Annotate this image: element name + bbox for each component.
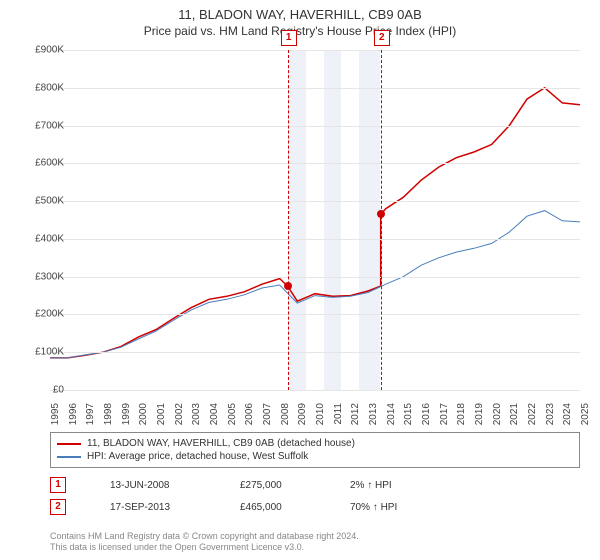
x-axis-label: 2024 <box>562 403 573 443</box>
x-axis-label: 2005 <box>227 403 238 443</box>
txn-date: 17-SEP-2013 <box>110 502 200 513</box>
txn-delta: 2% ↑ HPI <box>350 480 430 491</box>
chart-lines <box>50 50 580 390</box>
x-axis-label: 2011 <box>333 403 344 443</box>
y-axis-label: £200K <box>20 309 64 320</box>
x-axis-label: 2003 <box>191 403 202 443</box>
y-axis-label: £400K <box>20 233 64 244</box>
x-axis-label: 1998 <box>103 403 114 443</box>
txn-price: £275,000 <box>240 480 310 491</box>
chart-marker-badge: 2 <box>374 30 390 46</box>
x-axis-label: 2001 <box>156 403 167 443</box>
y-axis-label: £700K <box>20 120 64 131</box>
legend-label: HPI: Average price, detached house, West… <box>87 451 308 462</box>
x-axis-label: 2008 <box>280 403 291 443</box>
x-axis-label: 1995 <box>50 403 61 443</box>
y-axis-label: £100K <box>20 347 64 358</box>
x-axis-label: 2020 <box>492 403 503 443</box>
page-title: 11, BLADON WAY, HAVERHILL, CB9 0AB <box>0 0 600 24</box>
x-axis-label: 2016 <box>421 403 432 443</box>
marker-badge: 2 <box>50 499 66 515</box>
x-axis-label: 2025 <box>580 403 591 443</box>
table-row: 1 13-JUN-2008 £275,000 2% ↑ HPI <box>50 474 580 496</box>
x-axis-label: 2000 <box>138 403 149 443</box>
x-axis-label: 2004 <box>209 403 220 443</box>
txn-price: £465,000 <box>240 502 310 513</box>
txn-delta: 70% ↑ HPI <box>350 502 430 513</box>
x-axis-label: 2019 <box>474 403 485 443</box>
footer-attribution: Contains HM Land Registry data © Crown c… <box>50 531 580 554</box>
table-row: 2 17-SEP-2013 £465,000 70% ↑ HPI <box>50 496 580 518</box>
page-subtitle: Price paid vs. HM Land Registry's House … <box>0 24 600 42</box>
txn-date: 13-JUN-2008 <box>110 480 200 491</box>
y-axis-label: £800K <box>20 82 64 93</box>
x-axis-label: 1999 <box>121 403 132 443</box>
x-axis-label: 2007 <box>262 403 273 443</box>
x-axis-label: 1996 <box>68 403 79 443</box>
chart-marker-badge: 1 <box>281 30 297 46</box>
y-axis-label: £0 <box>20 385 64 396</box>
x-axis-label: 2021 <box>509 403 520 443</box>
footer-line: This data is licensed under the Open Gov… <box>50 542 580 554</box>
x-axis-label: 2009 <box>297 403 308 443</box>
y-axis-label: £500K <box>20 196 64 207</box>
x-axis-label: 2018 <box>456 403 467 443</box>
x-axis-label: 2022 <box>527 403 538 443</box>
footer-line: Contains HM Land Registry data © Crown c… <box>50 531 580 543</box>
legend-item-hpi: HPI: Average price, detached house, West… <box>57 450 573 463</box>
x-axis-label: 2023 <box>545 403 556 443</box>
x-axis-label: 2002 <box>174 403 185 443</box>
x-axis-label: 2014 <box>386 403 397 443</box>
transactions-table: 1 13-JUN-2008 £275,000 2% ↑ HPI 2 17-SEP… <box>50 474 580 518</box>
chart-container: 11, BLADON WAY, HAVERHILL, CB9 0AB Price… <box>0 0 600 560</box>
x-axis-label: 2006 <box>244 403 255 443</box>
y-axis-label: £600K <box>20 158 64 169</box>
x-axis-label: 2012 <box>350 403 361 443</box>
y-axis-label: £300K <box>20 271 64 282</box>
x-axis-label: 2015 <box>403 403 414 443</box>
x-axis-label: 2017 <box>439 403 450 443</box>
x-axis-label: 2010 <box>315 403 326 443</box>
marker-badge: 1 <box>50 477 66 493</box>
x-axis-label: 2013 <box>368 403 379 443</box>
x-axis-label: 1997 <box>85 403 96 443</box>
y-axis-label: £900K <box>20 45 64 56</box>
chart-plot-area: 12 <box>50 50 580 391</box>
legend-swatch <box>57 456 81 458</box>
